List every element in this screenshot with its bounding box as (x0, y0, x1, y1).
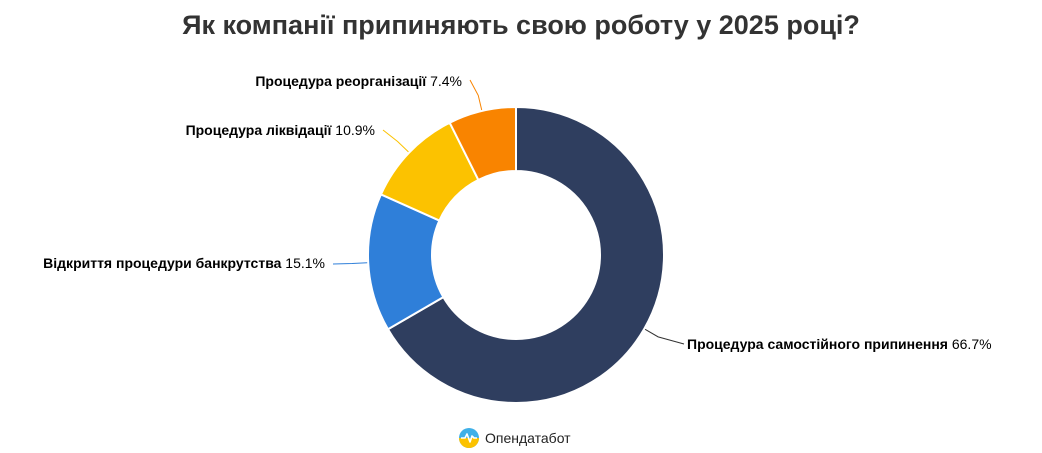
slice-value-label: 15.1% (285, 255, 325, 271)
slice-value-label: 7.4% (430, 73, 462, 89)
opendatabot-logo-icon (459, 428, 479, 448)
slice-category-label: Відкриття процедури банкрутства (43, 255, 285, 271)
slice-value-label: 10.9% (335, 122, 375, 138)
chart-title: Як компанії припиняють свою роботу у 202… (182, 10, 860, 40)
slice-label-2: Відкриття процедури банкрутства 15.1% (43, 255, 325, 271)
pie-slice-4 (448, 105, 517, 182)
slice-label-4: Процедура реорганізації 7.4% (255, 73, 462, 89)
leader-line-1 (644, 328, 685, 345)
leader-line-3 (382, 129, 409, 153)
leader-line-4 (469, 79, 483, 111)
slice-value-label: 66.7% (952, 336, 992, 352)
slice-category-label: Процедура самостійного припинення (687, 336, 952, 352)
brand-name: Опендатабот (485, 430, 571, 446)
brand-footer: Опендатабот (458, 427, 571, 449)
slice-label-3: Процедура ліквідації 10.9% (186, 122, 375, 138)
slice-category-label: Процедура реорганізації (255, 73, 430, 89)
leader-line-2 (332, 262, 368, 265)
slice-label-1: Процедура самостійного припинення 66.7% (687, 336, 992, 352)
slice-category-label: Процедура ліквідації (186, 122, 336, 138)
pie-slice-1 (386, 105, 665, 404)
